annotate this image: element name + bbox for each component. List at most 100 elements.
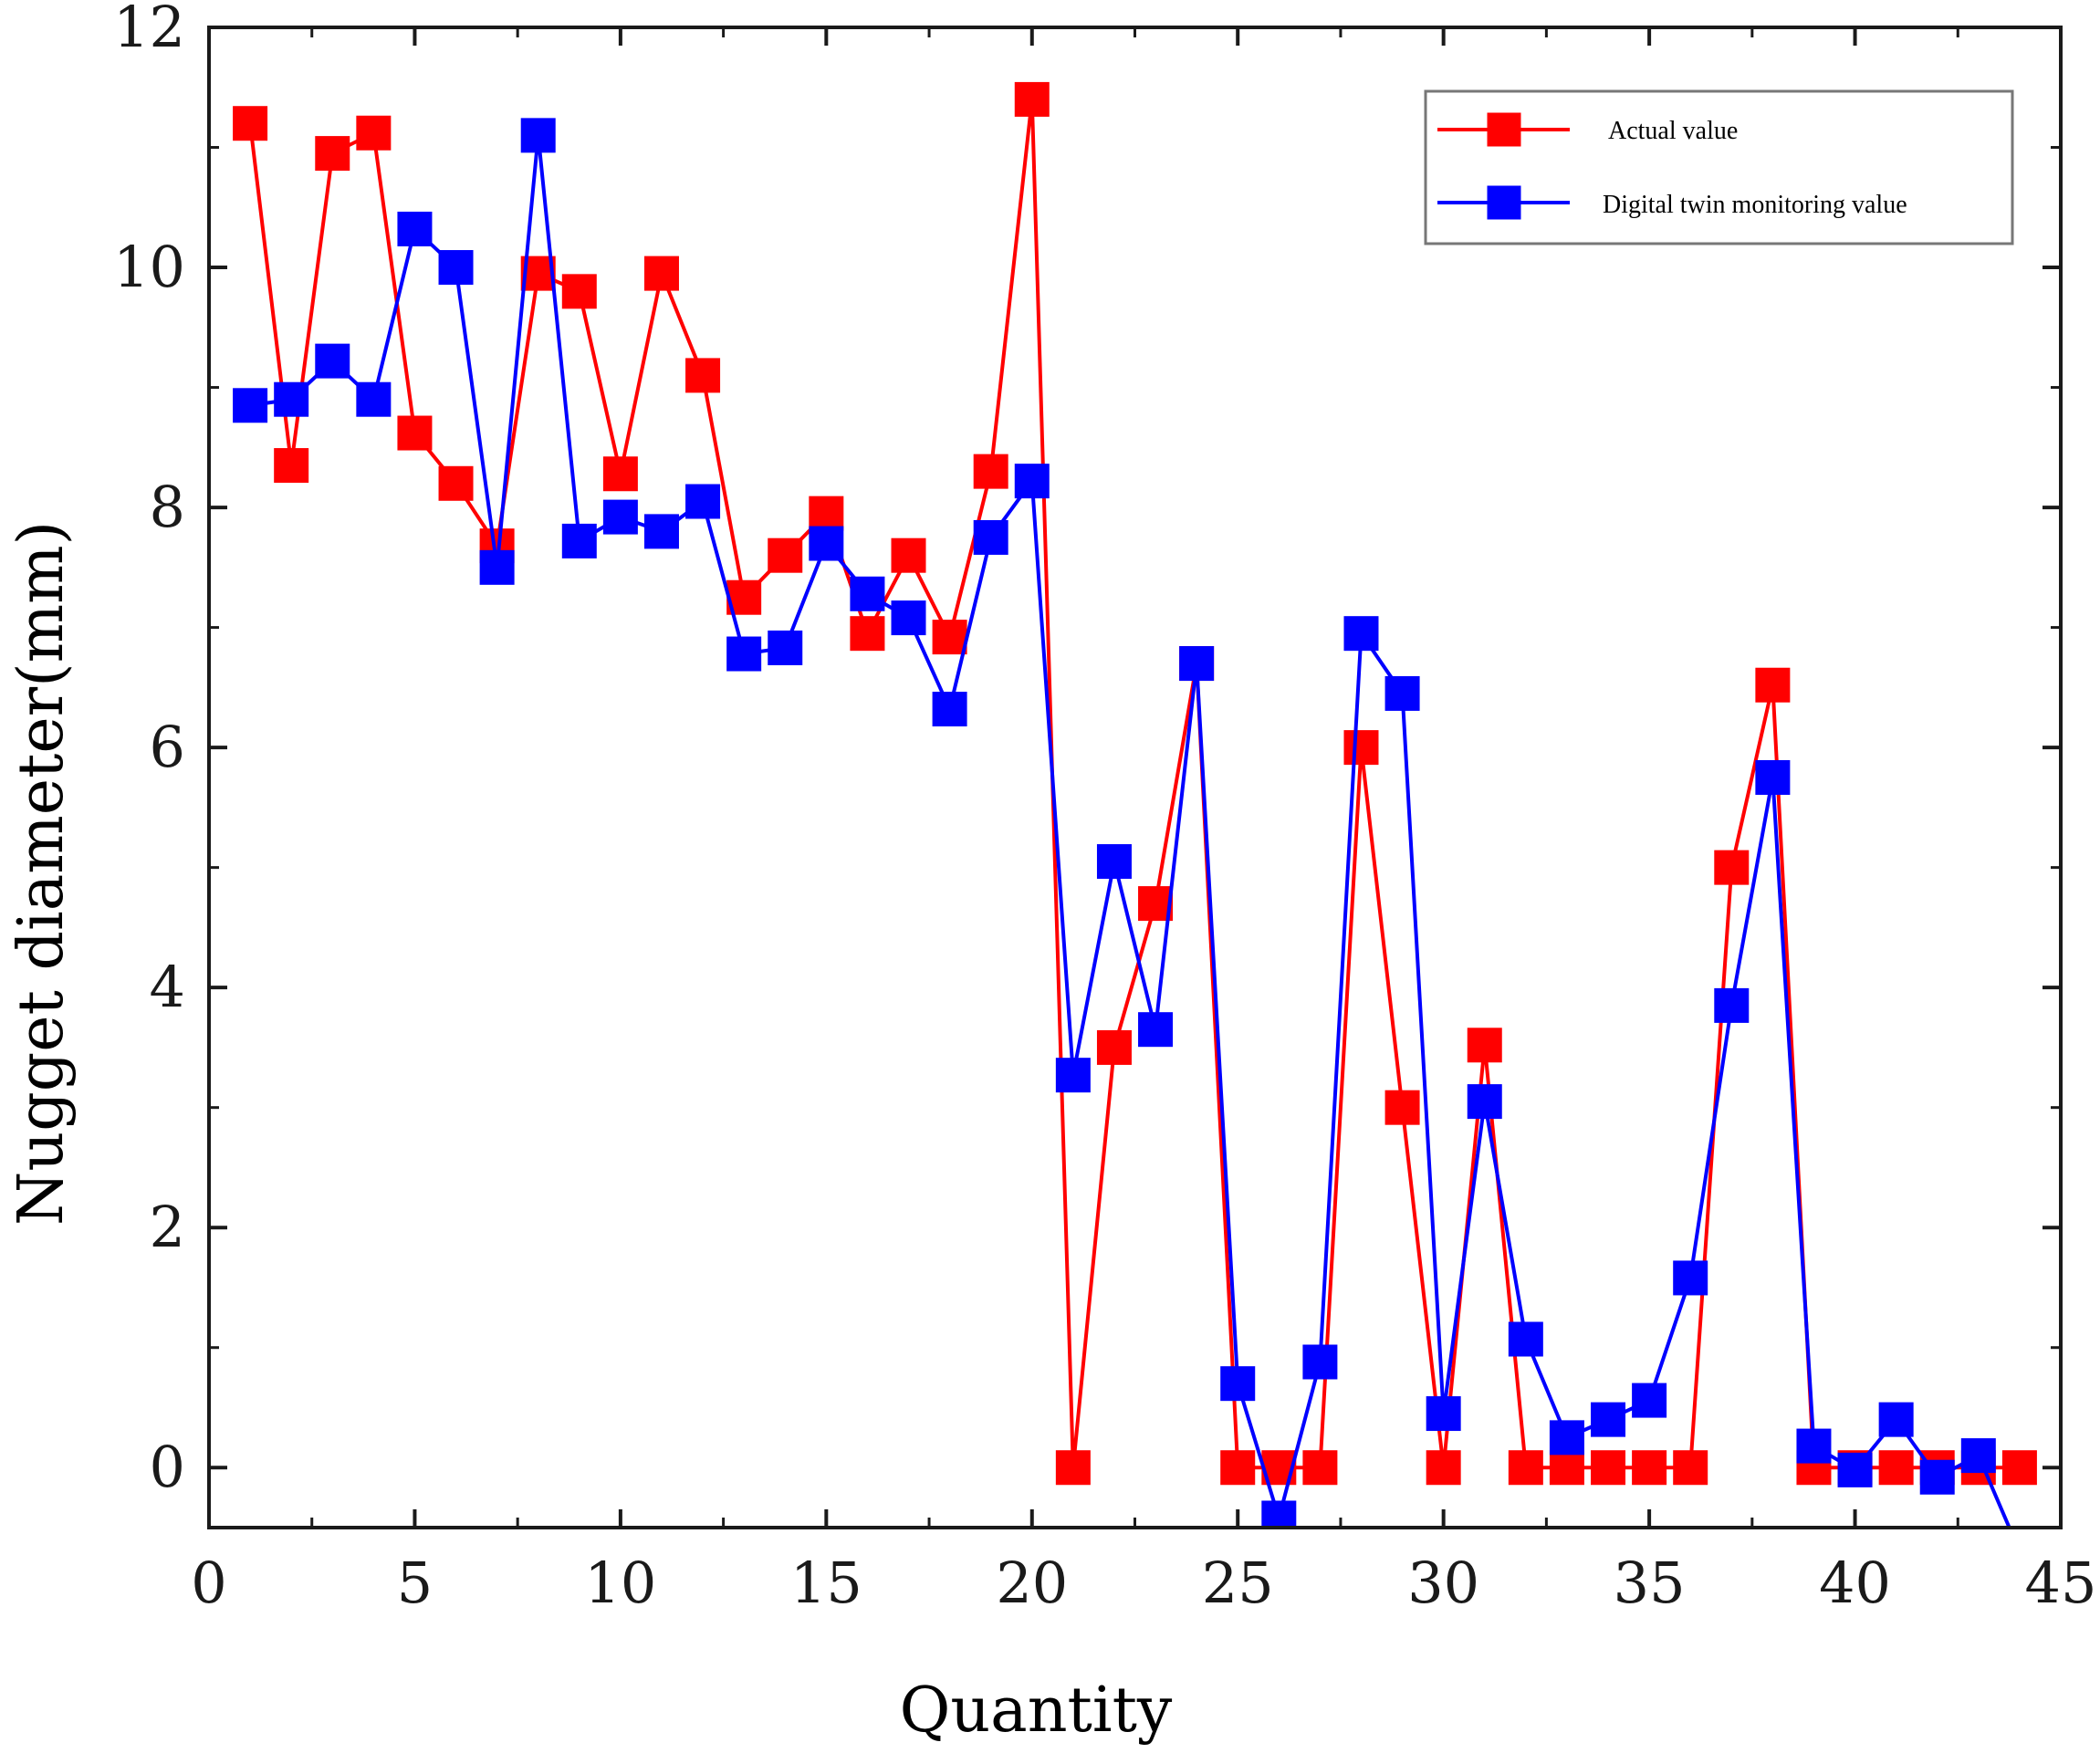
- series-twin-point: [1467, 1084, 1502, 1120]
- series-twin-point: [1055, 1058, 1091, 1093]
- series-twin-point: [1014, 464, 1050, 499]
- series-twin-point: [1096, 844, 1132, 880]
- series-actual-point: [1591, 1450, 1626, 1486]
- series-twin-point: [356, 381, 392, 417]
- series-actual-point: [850, 616, 885, 652]
- x-tick-label: 20: [996, 1550, 1068, 1616]
- series-actual-point: [1714, 850, 1750, 885]
- series-twin-point: [1343, 616, 1379, 652]
- series-actual-point: [397, 415, 433, 451]
- legend-box: [1424, 89, 2014, 245]
- series-twin-point: [1302, 1344, 1338, 1380]
- series-actual-point: [1467, 1028, 1502, 1063]
- series-twin-point: [1714, 987, 1750, 1023]
- series-twin-point: [643, 514, 679, 549]
- plot-frame: [207, 26, 2063, 1529]
- series-actual-point: [2001, 1450, 2037, 1486]
- y-axis-title: Nugget diameter(mm): [5, 521, 78, 1226]
- series-twin-point: [1138, 1012, 1174, 1048]
- series-actual-point: [1343, 730, 1379, 766]
- series-actual-point: [520, 256, 556, 291]
- series-actual-point: [1302, 1450, 1338, 1486]
- series-twin-point: [1591, 1402, 1626, 1437]
- y-tick-label: 10: [113, 234, 185, 300]
- series-twin-point: [520, 118, 556, 153]
- series-twin-point: [1508, 1321, 1543, 1357]
- series-twin-point: [1755, 760, 1791, 795]
- series-actual-point: [643, 256, 679, 291]
- x-tick-label: 30: [1407, 1550, 1479, 1616]
- series-twin-point: [1919, 1459, 1955, 1495]
- series-twin-point: [1632, 1383, 1667, 1418]
- series-twin-point: [1837, 1452, 1873, 1487]
- y-axis-ticks: 0 2 4 6 8 10 12: [113, 0, 2061, 1500]
- series-actual-point: [973, 454, 1008, 489]
- x-tick-label: 5: [397, 1550, 433, 1616]
- series-actual-point: [561, 274, 597, 309]
- series-twin-point: [397, 211, 433, 246]
- plot-data: [233, 81, 2037, 1528]
- y-tick-label: 6: [150, 714, 185, 780]
- series-actual-point: [1426, 1450, 1461, 1486]
- series-twin: [233, 118, 2011, 1528]
- series-twin-point: [1179, 646, 1215, 682]
- x-axis-title: Quantity: [900, 1675, 1173, 1747]
- x-tick-label: 0: [191, 1550, 226, 1616]
- series-twin-point: [850, 576, 885, 611]
- series-twin-line: [249, 133, 2011, 1528]
- series-twin-point: [1220, 1366, 1256, 1402]
- series-twin-point: [233, 388, 268, 423]
- series-actual-point: [891, 537, 926, 573]
- series-actual-point: [356, 115, 392, 151]
- series-actual-point: [1055, 1450, 1091, 1486]
- y-tick-label: 8: [150, 474, 185, 540]
- series-twin-point: [561, 523, 597, 558]
- series-actual-point: [1014, 81, 1050, 117]
- series-twin-point: [274, 381, 309, 417]
- series-actual: [233, 81, 2037, 1486]
- legend-actual-marker: [1487, 112, 1521, 147]
- legend: Actual value Digital twin monitoring val…: [1424, 89, 2014, 245]
- series-actual-point: [1138, 886, 1174, 922]
- series-twin-point: [809, 526, 844, 561]
- series-twin-point: [479, 549, 515, 585]
- legend-twin-label: Digital twin monitoring value: [1603, 191, 1907, 219]
- series-twin-point: [1384, 675, 1420, 711]
- y-tick-label: 12: [113, 0, 185, 60]
- legend-actual-label: Actual value: [1608, 117, 1738, 145]
- series-twin-point: [1426, 1396, 1461, 1432]
- series-twin-point: [685, 484, 721, 519]
- series-actual-point: [438, 465, 474, 501]
- series-actual-point: [1096, 1029, 1132, 1065]
- legend-twin-marker: [1487, 185, 1521, 220]
- series-twin-point: [726, 636, 762, 672]
- series-twin-point: [438, 250, 474, 286]
- series-actual-point: [1220, 1450, 1256, 1486]
- series-actual-point: [315, 136, 350, 172]
- series-actual-point: [1508, 1450, 1543, 1486]
- series-actual-point: [1632, 1450, 1667, 1486]
- series-actual-point: [685, 358, 721, 393]
- y-tick-label: 0: [150, 1434, 185, 1500]
- series-twin-point: [1549, 1420, 1584, 1456]
- series-twin-point: [602, 499, 638, 535]
- x-tick-label: 10: [584, 1550, 656, 1616]
- series-twin-point: [1796, 1428, 1832, 1464]
- x-tick-label: 25: [1202, 1550, 1274, 1616]
- y-tick-label: 4: [150, 954, 185, 1020]
- series-actual-point: [274, 448, 309, 484]
- series-actual-point: [1878, 1450, 1914, 1486]
- series-twin-point: [1673, 1260, 1708, 1296]
- series-twin-point: [768, 630, 803, 665]
- series-actual-point: [602, 456, 638, 492]
- series-actual-point: [809, 496, 844, 531]
- series-twin-point: [315, 343, 350, 379]
- series-actual-point: [233, 106, 268, 141]
- x-tick-label: 15: [790, 1550, 862, 1616]
- series-actual-point: [1549, 1450, 1584, 1486]
- x-axis-ticks: 0 5 10 15 20 25 30 35 40 45: [191, 27, 2096, 1616]
- x-tick-label: 45: [2025, 1550, 2097, 1616]
- series-twin-point: [891, 600, 926, 636]
